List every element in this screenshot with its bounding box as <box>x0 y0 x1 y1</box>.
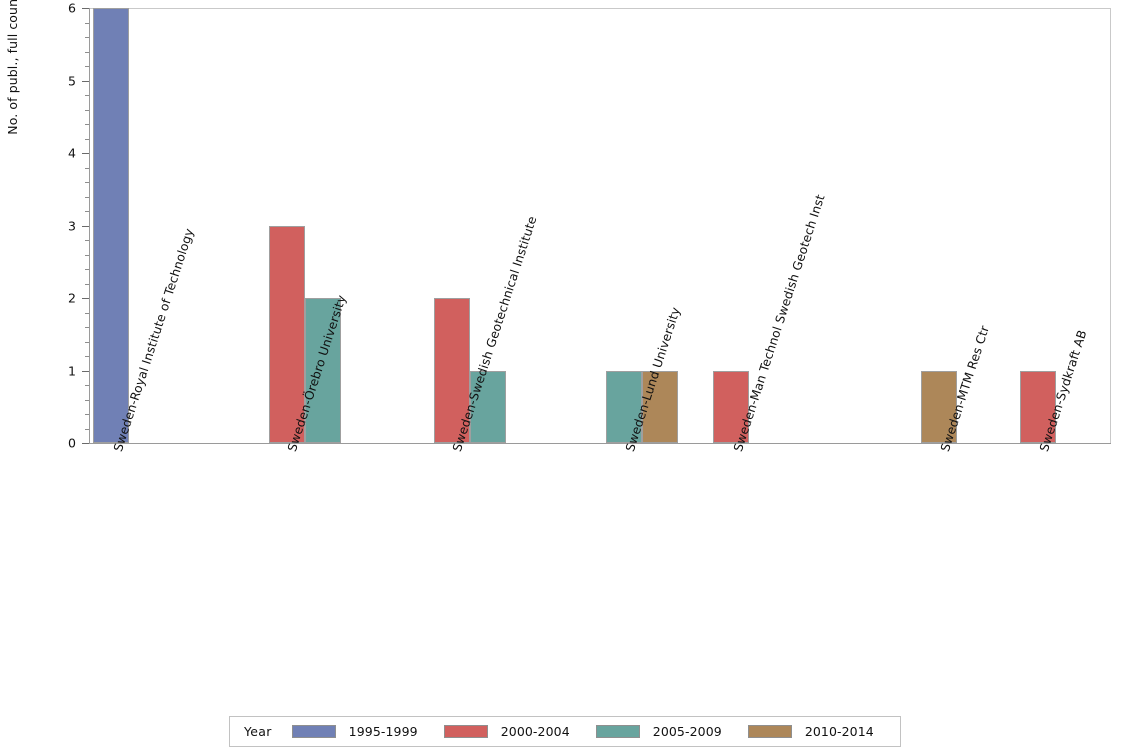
bar <box>1020 370 1056 443</box>
bar <box>434 298 470 443</box>
y-tick-major <box>82 153 89 154</box>
legend-title: Year <box>244 724 272 739</box>
y-tick-label: 5 <box>68 73 76 88</box>
legend-label: 2005-2009 <box>652 724 722 739</box>
y-tick-label: 1 <box>68 363 76 378</box>
y-tick-minor <box>85 254 89 256</box>
y-tick-label: 6 <box>68 0 76 16</box>
y-tick-minor <box>85 196 89 198</box>
y-tick-minor <box>85 312 89 314</box>
y-tick-minor <box>85 327 89 328</box>
legend-label: 2010-2014 <box>804 724 874 739</box>
y-tick-major <box>82 443 89 444</box>
y-tick-major <box>82 370 89 372</box>
y-tick-minor <box>85 66 89 67</box>
legend-label: 1995-1999 <box>348 724 418 739</box>
y-tick-minor <box>85 95 89 96</box>
y-tick-label: 4 <box>68 145 76 161</box>
bar <box>921 370 957 443</box>
y-tick-minor <box>85 399 89 401</box>
y-tick-minor <box>85 211 89 212</box>
y-tick-minor <box>85 22 89 24</box>
bar <box>269 225 305 443</box>
legend-entries: 1995-1999 2000-2004 2005-2009 2010-2014 <box>291 724 900 739</box>
x-axis-line <box>90 443 1111 444</box>
x-axis-labels: Sweden-Royal Institute of Technology Swed… <box>0 193 1134 703</box>
bar <box>305 298 341 443</box>
y-tick-major <box>82 225 89 227</box>
y-tick-label: 0 <box>68 435 76 451</box>
y-tick-minor <box>85 37 89 38</box>
y-tick-minor <box>85 283 89 285</box>
y-tick-minor <box>85 124 89 125</box>
legend-swatch <box>747 725 792 738</box>
legend: Year 1995-1999 2000-2004 2005-2009 2010-201… <box>229 716 901 747</box>
legend-entry: 1995-1999 <box>291 724 418 739</box>
bar <box>642 370 678 443</box>
plot-right-border <box>1110 8 1111 444</box>
legend-entry: 2010-2014 <box>747 724 874 739</box>
y-tick-minor <box>85 182 89 183</box>
y-axis-line <box>89 8 90 444</box>
y-tick-minor <box>85 51 89 53</box>
y-tick-minor <box>85 109 89 111</box>
legend-swatch <box>595 725 640 738</box>
bar <box>713 370 749 443</box>
y-tick-major <box>82 80 89 82</box>
bars-layer <box>0 8 1134 443</box>
y-tick-label: 2 <box>68 290 76 306</box>
legend-label: 2000-2004 <box>500 724 570 739</box>
y-tick-minor <box>85 428 89 430</box>
y-tick-minor <box>85 167 89 169</box>
legend-entry: 2005-2009 <box>595 724 722 739</box>
y-tick-minor <box>85 414 89 415</box>
legend-entry: 2000-2004 <box>443 724 570 739</box>
y-tick-label: 3 <box>68 218 76 233</box>
y-tick-minor <box>85 269 89 270</box>
legend-swatch <box>443 725 488 738</box>
bar <box>470 370 506 443</box>
y-tick-minor <box>85 138 89 140</box>
y-tick-minor <box>85 356 89 357</box>
plot-top-border <box>90 8 1111 9</box>
bar <box>93 8 129 443</box>
y-tick-major <box>82 8 89 9</box>
bar <box>606 370 642 443</box>
y-tick-major <box>82 298 89 299</box>
y-tick-minor <box>85 385 89 386</box>
y-tick-minor <box>85 341 89 343</box>
legend-swatch <box>291 725 336 738</box>
y-tick-minor <box>85 240 89 241</box>
